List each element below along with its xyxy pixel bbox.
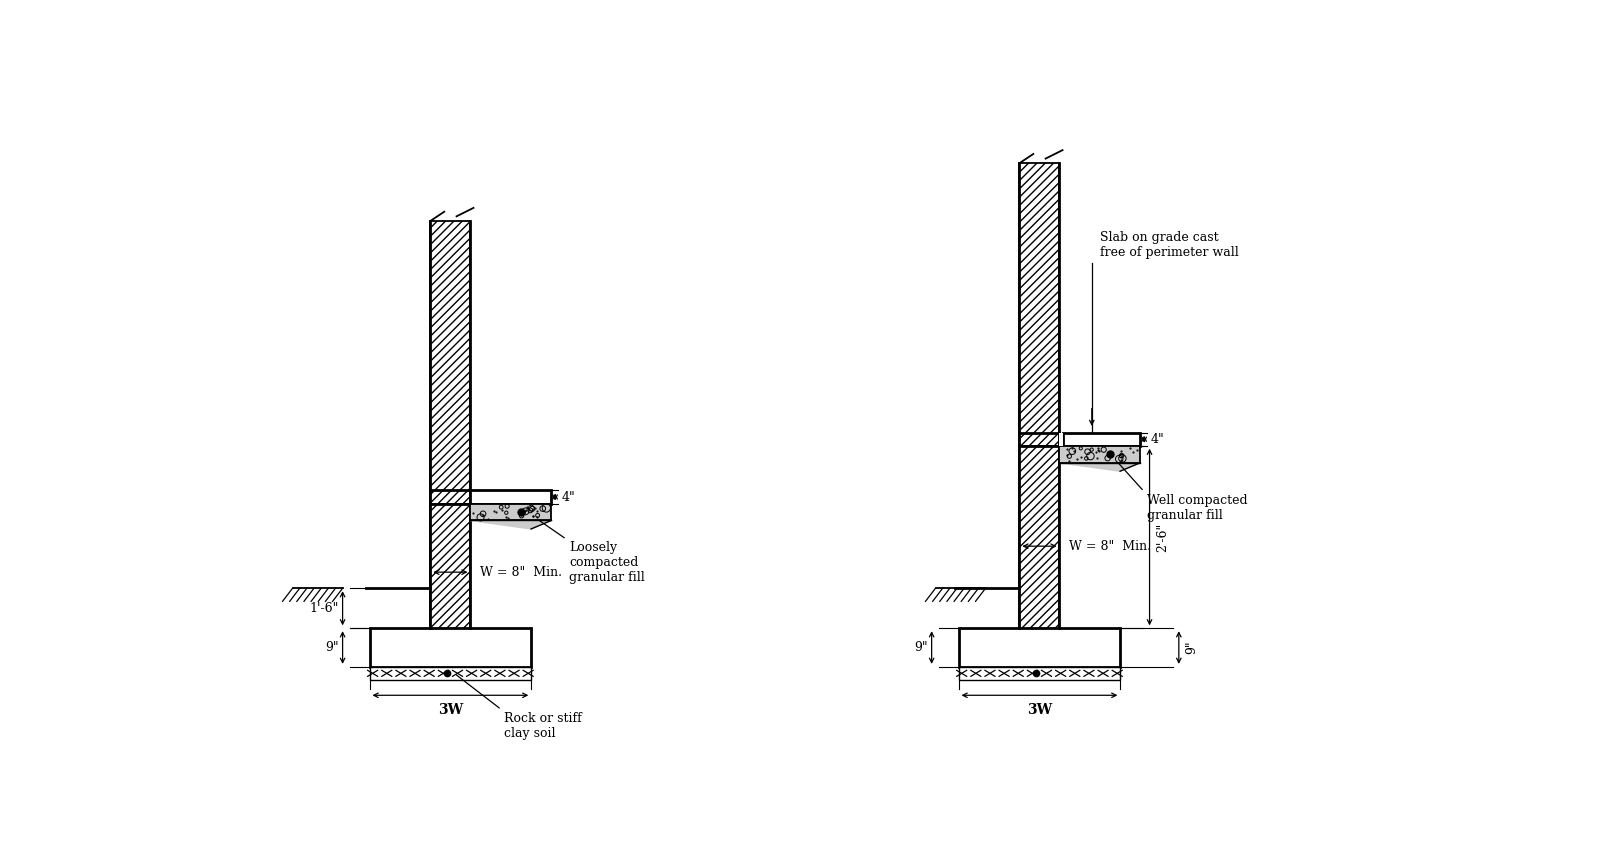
Point (470, 507, 496, 521)
Text: 9": 9" (914, 641, 928, 654)
Text: 9": 9" (325, 641, 339, 654)
Text: 2'-6": 2'-6" (1155, 522, 1168, 552)
Bar (470, 490, 552, 503)
Bar (958, 667, 1120, 680)
Bar (430, 503, 470, 629)
Text: Slab on grade cast
free of perimeter wall: Slab on grade cast free of perimeter wal… (1099, 231, 1238, 260)
Point (1059, 441, 1085, 455)
Point (1054, 443, 1080, 456)
Polygon shape (470, 520, 552, 529)
Point (1117, 442, 1142, 456)
Text: Rock or stiff
clay soil: Rock or stiff clay soil (456, 675, 582, 740)
Bar (430, 221, 470, 503)
Point (1086, 443, 1112, 457)
Text: 3W: 3W (1027, 703, 1053, 717)
Point (1056, 454, 1082, 468)
Point (1098, 445, 1123, 459)
Point (1054, 449, 1080, 462)
Point (1107, 453, 1133, 467)
Point (483, 506, 509, 520)
Point (512, 504, 538, 518)
Point (1123, 443, 1149, 456)
Bar (1059, 446, 1141, 462)
Point (1109, 443, 1134, 457)
Point (1069, 450, 1094, 464)
Point (512, 504, 538, 518)
Point (514, 503, 539, 517)
Point (493, 510, 518, 524)
Point (482, 504, 507, 518)
Point (523, 510, 549, 524)
Point (523, 504, 549, 518)
Bar (470, 503, 552, 520)
Point (1120, 445, 1146, 459)
Text: Loosely
compacted
granular fill: Loosely compacted granular fill (530, 514, 645, 585)
Point (459, 506, 485, 520)
Bar (1064, 433, 1141, 446)
Point (510, 507, 536, 520)
Point (1085, 443, 1110, 457)
Text: 1'-6": 1'-6" (309, 602, 339, 615)
Point (514, 501, 539, 514)
Point (520, 509, 546, 523)
Text: 4": 4" (562, 490, 574, 503)
Bar (1019, 446, 1059, 629)
Point (490, 503, 515, 517)
Point (1085, 450, 1110, 464)
Text: 9": 9" (1186, 641, 1198, 655)
Text: W = 8"  Min.: W = 8" Min. (1069, 540, 1150, 553)
Point (522, 501, 547, 515)
Point (1085, 441, 1110, 455)
Bar (370, 629, 531, 667)
Point (1061, 444, 1086, 458)
Point (494, 511, 520, 525)
Bar (1019, 163, 1059, 446)
Text: Well compacted
granular fill: Well compacted granular fill (1114, 458, 1248, 522)
Bar (958, 629, 1120, 667)
Point (1083, 445, 1109, 459)
Point (475, 512, 501, 526)
Bar (370, 667, 531, 680)
Text: 4": 4" (1150, 433, 1165, 446)
Point (1064, 452, 1090, 466)
Polygon shape (1059, 462, 1141, 471)
Text: W = 8"  Min.: W = 8" Min. (480, 565, 562, 578)
Bar (1059, 433, 1064, 446)
Point (520, 509, 546, 523)
Text: 3W: 3W (438, 703, 462, 717)
